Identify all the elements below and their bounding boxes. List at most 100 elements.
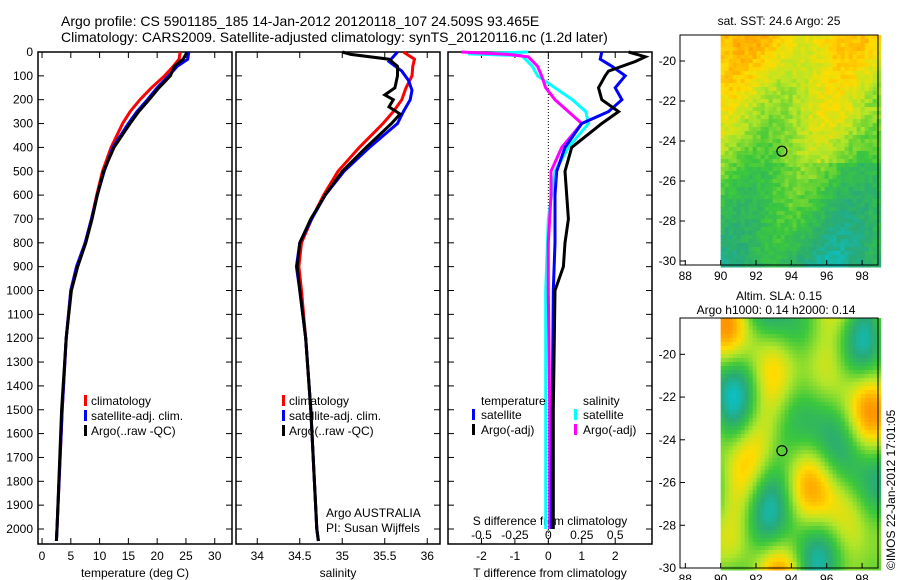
- map-cell: [824, 458, 830, 463]
- map-cell: [776, 95, 782, 100]
- map-cell: [760, 155, 766, 160]
- map-cell: [856, 195, 862, 200]
- map-cell: [756, 402, 762, 407]
- map-cell: [876, 91, 882, 96]
- map-cell: [768, 99, 774, 104]
- map-cell: [784, 135, 790, 140]
- map-cell: [856, 59, 862, 64]
- map-cell: [796, 454, 802, 459]
- map-frame: [679, 34, 879, 266]
- map-cell: [832, 486, 838, 491]
- map-cell: [808, 506, 814, 511]
- map-cell: [724, 458, 730, 463]
- map-cell: [720, 410, 726, 415]
- map-cell: [876, 67, 882, 72]
- map-cell: [776, 506, 782, 511]
- map-cell: [844, 542, 850, 547]
- map-cell: [816, 131, 822, 136]
- map-cell: [744, 207, 750, 212]
- map-cell: [872, 259, 878, 264]
- map-cell: [744, 454, 750, 459]
- map-cell: [824, 195, 830, 200]
- map-cell: [804, 550, 810, 555]
- map-cell: [848, 486, 854, 491]
- map-cell: [840, 131, 846, 136]
- map-cell: [832, 123, 838, 128]
- map-cell: [788, 522, 794, 527]
- map-cell: [812, 482, 818, 487]
- x-tick-label: 35: [336, 549, 350, 563]
- map-cell: [852, 91, 858, 96]
- map-cell: [812, 462, 818, 467]
- map-cell: [748, 259, 754, 264]
- map-cell: [868, 370, 874, 375]
- map-cell: [840, 151, 846, 156]
- map-cell: [860, 430, 866, 435]
- map-cell: [720, 374, 726, 379]
- map-cell: [740, 542, 746, 547]
- map-cell: [736, 203, 742, 208]
- map-cell: [860, 251, 866, 256]
- map-cell: [764, 151, 770, 156]
- map-cell: [772, 326, 778, 331]
- map-cell: [728, 454, 734, 459]
- map-cell: [824, 438, 830, 443]
- map-cell: [864, 243, 870, 248]
- map-cell: [868, 187, 874, 192]
- map-cell: [776, 103, 782, 108]
- map-cell: [720, 510, 726, 515]
- map-cell: [744, 346, 750, 351]
- map-cell: [832, 518, 838, 523]
- map-cell: [796, 235, 802, 240]
- map-cell: [800, 71, 806, 76]
- map-cell: [728, 135, 734, 140]
- map-cell: [816, 558, 822, 563]
- map-cell: [860, 107, 866, 112]
- map-cell: [844, 79, 850, 84]
- map-cell: [844, 143, 850, 148]
- map-cell: [792, 406, 798, 411]
- map-cell: [796, 111, 802, 116]
- map-cell: [804, 474, 810, 479]
- map-cell: [824, 143, 830, 148]
- map-cell: [860, 255, 866, 260]
- map-cell: [840, 398, 846, 403]
- map-cell: [816, 450, 822, 455]
- map-cell: [732, 247, 738, 252]
- map-cell: [740, 430, 746, 435]
- map-cell: [732, 382, 738, 387]
- map-cell: [764, 486, 770, 491]
- map-cell: [812, 422, 818, 427]
- map-cell: [788, 115, 794, 120]
- map-cell: [872, 219, 878, 224]
- map-cell: [832, 350, 838, 355]
- map-cell: [832, 211, 838, 216]
- map-cell: [852, 346, 858, 351]
- map-cell: [812, 259, 818, 264]
- depth-tick-label: 1300: [6, 355, 33, 369]
- map-cell: [784, 470, 790, 475]
- map-cell: [760, 346, 766, 351]
- map-cell: [848, 223, 854, 228]
- map-cell: [796, 514, 802, 519]
- map-cell: [792, 155, 798, 160]
- map-cell: [764, 107, 770, 112]
- map-cell: [856, 199, 862, 204]
- map-cell: [832, 159, 838, 164]
- map-cell: [792, 231, 798, 236]
- map-cell: [852, 454, 858, 459]
- map-cell: [780, 211, 786, 216]
- map-cell: [852, 426, 858, 431]
- map-cell: [732, 203, 738, 208]
- map-cell: [860, 63, 866, 68]
- map-cell: [736, 554, 742, 559]
- map-cell: [856, 394, 862, 399]
- map-cell: [832, 494, 838, 499]
- map-cell: [824, 239, 830, 244]
- map-cell: [860, 259, 866, 264]
- map-cell: [736, 558, 742, 563]
- map-cell: [848, 454, 854, 459]
- map-cell: [856, 131, 862, 136]
- map-cell: [792, 159, 798, 164]
- map-cell: [872, 167, 878, 172]
